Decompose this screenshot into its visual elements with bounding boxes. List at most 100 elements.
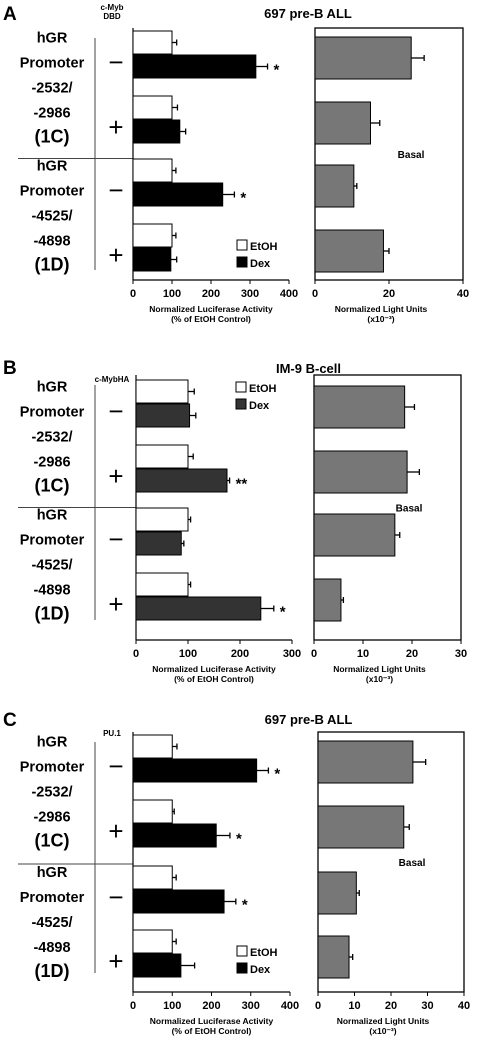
panel-a-basal-bar [314, 229, 384, 273]
panel-c-promoter-2-label: (1D) [35, 961, 70, 981]
panel-b-condition-header: c-MybHA [95, 375, 130, 384]
panel-a-promoter-1-label: hGR [37, 31, 68, 47]
panel-a-promoter-1-label: -2986 [33, 106, 70, 122]
panel-a-legend-label-etoh: EtOH [250, 241, 278, 253]
panel-a-light-tick-label: 0 [312, 288, 318, 300]
panel-b-condition-3: − [108, 524, 123, 554]
panel-a-promoter-2-label: Promoter [20, 184, 85, 200]
panel-a-condition-4: + [108, 240, 123, 270]
panel-c-promoter-1-label: -2986 [33, 810, 70, 826]
panel-b-promoter-2-label: hGR [37, 508, 68, 524]
panel-a-condition-1: − [108, 47, 123, 77]
panel-a-significance-marker: * [274, 62, 280, 79]
panel-a-luciferase-chart: 0 100 200 300 400 Normalized Luciferase Activ… [130, 28, 298, 324]
panel-c: C 697 pre-B ALL PU.1 hGR Promoter -2532/ -2986… [3, 710, 470, 1036]
panel-c-promoter-1-label: hGR [37, 735, 68, 751]
panel-b-dex-bar [135, 531, 182, 556]
panel-b-light-axis-label: Normalized Light Units [333, 664, 426, 674]
panel-a-promoter-2-label: -4898 [33, 234, 70, 250]
panel-a-promoter-2-label: hGR [37, 159, 68, 175]
panel-c-light-axis-label: (x10⁻³) [369, 1026, 396, 1036]
panel-a-light-axis-label: (x10⁻³) [367, 314, 394, 324]
panel-a-light-tick-label: 20 [383, 288, 395, 300]
panel-c-dex-bar [132, 953, 182, 978]
panel-b-basal-bar [313, 385, 406, 429]
panel-c-legend-swatch-dex [236, 962, 248, 974]
panel-b-condition-2: + [108, 461, 123, 491]
panel-c-title: 697 pre-B ALL [265, 712, 353, 727]
panel-c-significance-marker: * [242, 897, 248, 914]
panel-b-etoh-bar [135, 444, 189, 469]
panel-c-basal-bar [317, 935, 350, 979]
panel-c-light-tick-label: 10 [348, 1000, 360, 1012]
panel-b-legend-swatch-dex [235, 398, 247, 410]
panel-b-legend-swatch-etoh [235, 381, 247, 393]
panel-a-promoter-1-label: -2532/ [31, 81, 72, 97]
panel-a-letter: A [3, 4, 17, 25]
panel-c-etoh-bar [132, 799, 173, 824]
panel-b-promoter-1-label: (1C) [35, 476, 70, 496]
panel-c-basal-bar [317, 805, 405, 849]
panel-b-promoter-1-label: -2986 [33, 455, 70, 471]
panel-c-etoh-bar [132, 929, 173, 954]
panel-b-luciferase-axis-label: (% of EtOH Control) [174, 674, 254, 684]
panel-c-legend-label-dex: Dex [250, 964, 271, 976]
panel-b-legend-label-dex: Dex [249, 400, 270, 412]
panel-c-legend-swatch-etoh [236, 945, 248, 957]
panel-c-basal-bar [317, 871, 357, 915]
panel-c-light-tick-label: 40 [458, 1000, 470, 1012]
panel-b-luciferase-tick-label: 100 [179, 648, 197, 660]
panel-a-dex-bar [132, 119, 181, 144]
panel-c-condition-3: − [108, 882, 123, 912]
panel-b-luciferase-axis-label: Normalized Luciferase Activity [152, 664, 276, 674]
panel-b-light-units-frame [313, 374, 462, 641]
panel-c-basal-annotation: Basal [399, 858, 426, 869]
panel-b-significance-marker: * [280, 604, 286, 621]
panel-b-promoter-2-label: (1D) [35, 604, 70, 624]
panel-b-light-axis-label: (x10⁻³) [366, 674, 393, 684]
panel-a-dex-bar [132, 247, 172, 272]
panel-c-light-tick-label: 30 [421, 1000, 433, 1012]
panel-b-condition-1: − [108, 396, 123, 426]
panel-b-luciferase-tick-label: 300 [283, 648, 301, 660]
panel-c-promoter-2-label: hGR [37, 865, 68, 881]
panel-c-light-units-chart: 0 10 20 30 40 Normalized Light Units(x10⁻³) Ba… [315, 731, 470, 1036]
panel-a-basal-bar [314, 101, 371, 145]
panel-a-luciferase-tick-label: 100 [163, 288, 181, 300]
panel-b-luciferase-tick-label: 0 [133, 648, 139, 660]
panel-b-promoter-1-label: -2532/ [31, 430, 72, 446]
panel-a-light-tick-label: 40 [457, 288, 469, 300]
panel-c-dex-bar [132, 758, 258, 783]
panel-b-dex-bar [135, 468, 228, 493]
panel-c-light-axis-label: Normalized Light Units [337, 1016, 430, 1026]
panel-b-basal-bar [313, 513, 396, 557]
panel-c-luciferase-axis-label: (% of EtOH Control) [172, 1026, 252, 1036]
panel-a-condition-3: − [108, 175, 123, 205]
panel-c-significance-marker: * [274, 766, 280, 783]
panel-b-basal-annotation: Basal [396, 504, 423, 515]
panel-b-significance-marker: ** [236, 476, 248, 493]
panel-a-luciferase-tick-label: 300 [241, 288, 259, 300]
panel-b-promoter-1-label: hGR [37, 380, 68, 396]
panel-a-basal-bar [314, 36, 412, 80]
panel-c-condition-header: PU.1 [103, 729, 121, 738]
panel-a-luciferase-tick-label: 200 [202, 288, 220, 300]
panel-a-etoh-bar [132, 223, 173, 248]
panel-a-light-units-chart: 0 20 40 Normalized Light Units(x10⁻³) Basal [312, 27, 469, 324]
panel-c-promoter-2-label: -4898 [33, 940, 70, 956]
panel-c-condition-4: + [108, 946, 123, 976]
panel-c-legend-label-etoh: EtOH [250, 947, 278, 959]
panel-a-basal-annotation: Basal [398, 150, 425, 161]
panel-c-luciferase-tick-label: 300 [242, 1000, 260, 1012]
panel-a-etoh-bar [132, 30, 173, 55]
panel-b-dex-bar [135, 403, 191, 428]
panel-c-promoter-2-label: -4525/ [31, 915, 72, 931]
panel-c-significance-marker: * [236, 831, 242, 848]
panel-a-basal-bar [314, 164, 355, 208]
panel-b-promoter-2-label: -4898 [33, 583, 70, 599]
panel-a-dex-bar [132, 54, 257, 79]
panel-c-condition-2: + [108, 816, 123, 846]
panel-c-letter: C [3, 710, 17, 731]
